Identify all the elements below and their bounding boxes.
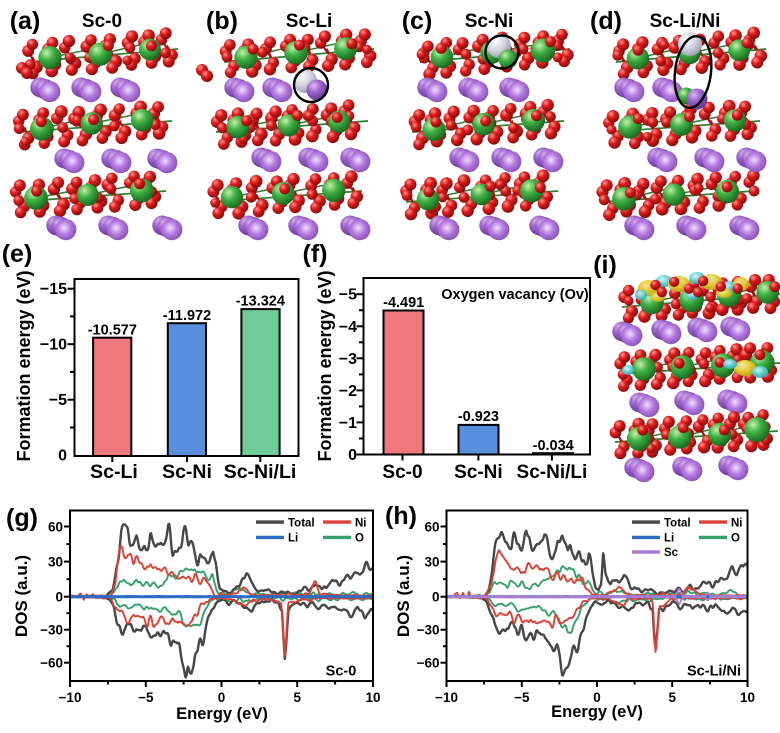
svg-text:−5: −5 — [514, 690, 530, 705]
svg-text:Sc-0: Sc-0 — [382, 462, 422, 483]
svg-text:-0.923: -0.923 — [458, 409, 499, 425]
svg-text:0: 0 — [593, 690, 601, 705]
svg-text:−10: −10 — [40, 337, 67, 354]
svg-text:−2: −2 — [339, 383, 357, 400]
svg-text:(e): (e) — [2, 240, 33, 268]
svg-text:0: 0 — [218, 690, 226, 705]
svg-text:O: O — [355, 533, 364, 545]
svg-text:−15: −15 — [40, 281, 67, 298]
svg-text:30: 30 — [48, 554, 63, 569]
svg-text:-10.577: -10.577 — [88, 323, 137, 339]
svg-text:Ni: Ni — [355, 517, 367, 529]
svg-text:Energy (eV): Energy (eV) — [551, 703, 643, 721]
svg-text:Sc-Li: Sc-Li — [90, 461, 138, 483]
svg-text:−5: −5 — [49, 392, 67, 409]
svg-text:60: 60 — [48, 519, 63, 534]
svg-text:0: 0 — [432, 590, 440, 605]
svg-text:Li: Li — [664, 533, 674, 545]
svg-text:Li: Li — [288, 533, 298, 545]
svg-text:0: 0 — [348, 447, 357, 464]
svg-text:Sc-Li/Ni: Sc-Li/Ni — [687, 664, 741, 680]
svg-text:−10: −10 — [59, 690, 82, 705]
svg-text:Total: Total — [288, 517, 315, 529]
svg-text:−3: −3 — [339, 351, 357, 368]
svg-text:-11.972: -11.972 — [163, 308, 211, 324]
svg-text:(g): (g) — [6, 504, 38, 532]
svg-text:Sc-Ni/Li: Sc-Ni/Li — [224, 461, 297, 483]
svg-text:(h): (h) — [385, 502, 417, 530]
svg-text:(i): (i) — [593, 251, 617, 279]
svg-text:Sc-Li/Ni: Sc-Li/Ni — [650, 11, 721, 32]
svg-text:Sc-0: Sc-0 — [326, 664, 357, 680]
svg-text:−60: −60 — [417, 656, 440, 671]
svg-text:−30: −30 — [417, 623, 440, 638]
svg-text:DOS (a.u.): DOS (a.u.) — [12, 555, 31, 637]
svg-text:Sc: Sc — [664, 547, 679, 559]
svg-text:60: 60 — [424, 519, 439, 534]
svg-text:−5: −5 — [138, 690, 154, 705]
svg-text:0: 0 — [58, 448, 67, 465]
svg-text:−1: −1 — [339, 415, 357, 432]
svg-text:−5: −5 — [339, 287, 357, 304]
svg-text:−10: −10 — [435, 690, 458, 705]
svg-text:Oxygen vacancy (Ov): Oxygen vacancy (Ov) — [441, 287, 589, 303]
svg-text:-4.491: -4.491 — [383, 295, 424, 311]
svg-text:10: 10 — [740, 690, 755, 705]
svg-text:(a): (a) — [10, 7, 41, 35]
svg-text:Sc-0: Sc-0 — [82, 11, 122, 32]
svg-text:30: 30 — [424, 554, 439, 569]
svg-text:(f): (f) — [303, 240, 328, 268]
svg-text:−4: −4 — [339, 319, 357, 336]
svg-text:Sc-Ni: Sc-Ni — [162, 461, 212, 483]
svg-text:DOS (a.u.): DOS (a.u.) — [394, 555, 413, 637]
svg-text:5: 5 — [293, 690, 301, 705]
svg-text:-13.324: -13.324 — [236, 294, 285, 310]
svg-text:Formation energy (eV): Formation energy (eV) — [14, 270, 34, 461]
svg-text:(d): (d) — [590, 7, 622, 35]
svg-text:Formation energy (eV): Formation energy (eV) — [315, 270, 335, 461]
svg-text:Ni: Ni — [731, 517, 743, 529]
svg-text:−30: −30 — [40, 623, 63, 638]
svg-text:(b): (b) — [206, 7, 238, 35]
svg-text:O: O — [731, 533, 740, 545]
svg-text:Sc-Ni: Sc-Ni — [465, 11, 514, 32]
svg-text:Sc-Ni: Sc-Ni — [454, 462, 503, 483]
svg-text:0: 0 — [55, 590, 63, 605]
svg-text:Total: Total — [664, 517, 691, 529]
svg-text:-0.034: -0.034 — [533, 438, 574, 454]
svg-text:−60: −60 — [40, 656, 63, 671]
svg-text:10: 10 — [365, 690, 380, 705]
svg-text:Sc-Ni/Li: Sc-Ni/Li — [517, 462, 588, 483]
svg-text:5: 5 — [668, 690, 676, 705]
svg-text:(c): (c) — [402, 7, 433, 35]
svg-text:Energy (eV): Energy (eV) — [176, 705, 268, 723]
svg-text:Sc-Li: Sc-Li — [286, 11, 332, 32]
